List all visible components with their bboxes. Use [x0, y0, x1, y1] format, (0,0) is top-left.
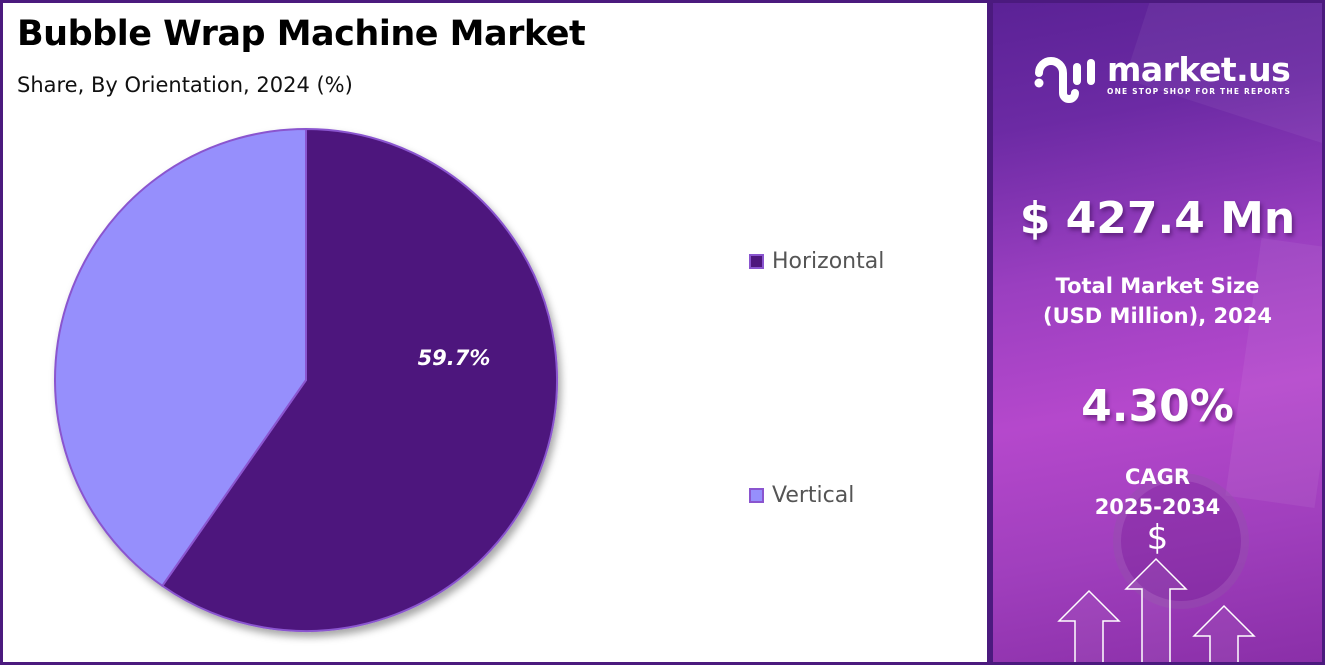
- cagr-period: 2025-2034: [1094, 495, 1221, 519]
- pie-slice-vertical[interactable]: [54, 127, 307, 588]
- brand-logo: market.us ONE STOP SHOP FOR THE REPORTS: [1033, 53, 1291, 103]
- summary-sidebar: market.us ONE STOP SHOP FOR THE REPORTS …: [990, 0, 1325, 665]
- cagr-value: 4.30%: [1081, 381, 1234, 432]
- legend-label: Vertical: [772, 483, 855, 508]
- logo-tagline: ONE STOP SHOP FOR THE REPORTS: [1107, 87, 1292, 96]
- coffee-cup-decoration: [1113, 473, 1249, 609]
- market-size-label-line1: Total Market Size: [1055, 274, 1260, 298]
- dollar-icon: $: [1146, 518, 1169, 558]
- market-size-label-line2: (USD Million), 2024: [1043, 304, 1272, 328]
- market-us-logo-icon: [1034, 57, 1095, 103]
- cagr-label: CAGR: [1124, 465, 1191, 489]
- chart-panel: Bubble Wrap Machine Market Share, By Ori…: [0, 0, 990, 665]
- legend-swatch-vertical: [749, 488, 764, 503]
- pie-chart: 59.7%: [54, 127, 558, 632]
- legend-swatch-horizontal: [749, 254, 764, 269]
- chart-title: Bubble Wrap Machine Market: [17, 14, 586, 54]
- growth-arrows-icon: [1057, 557, 1256, 662]
- legend-item-horizontal[interactable]: Horizontal: [749, 249, 884, 274]
- pie-slice-horizontal[interactable]: [160, 127, 558, 632]
- market-size-value: $ 427.4 Mn: [1019, 193, 1296, 244]
- legend-item-vertical[interactable]: Vertical: [749, 483, 854, 508]
- logo-name: market.us: [1107, 50, 1291, 89]
- pie-label-horizontal: 59.7%: [418, 346, 491, 370]
- legend-label: Horizontal: [772, 249, 885, 274]
- chart-subtitle: Share, By Orientation, 2024 (%): [17, 73, 353, 97]
